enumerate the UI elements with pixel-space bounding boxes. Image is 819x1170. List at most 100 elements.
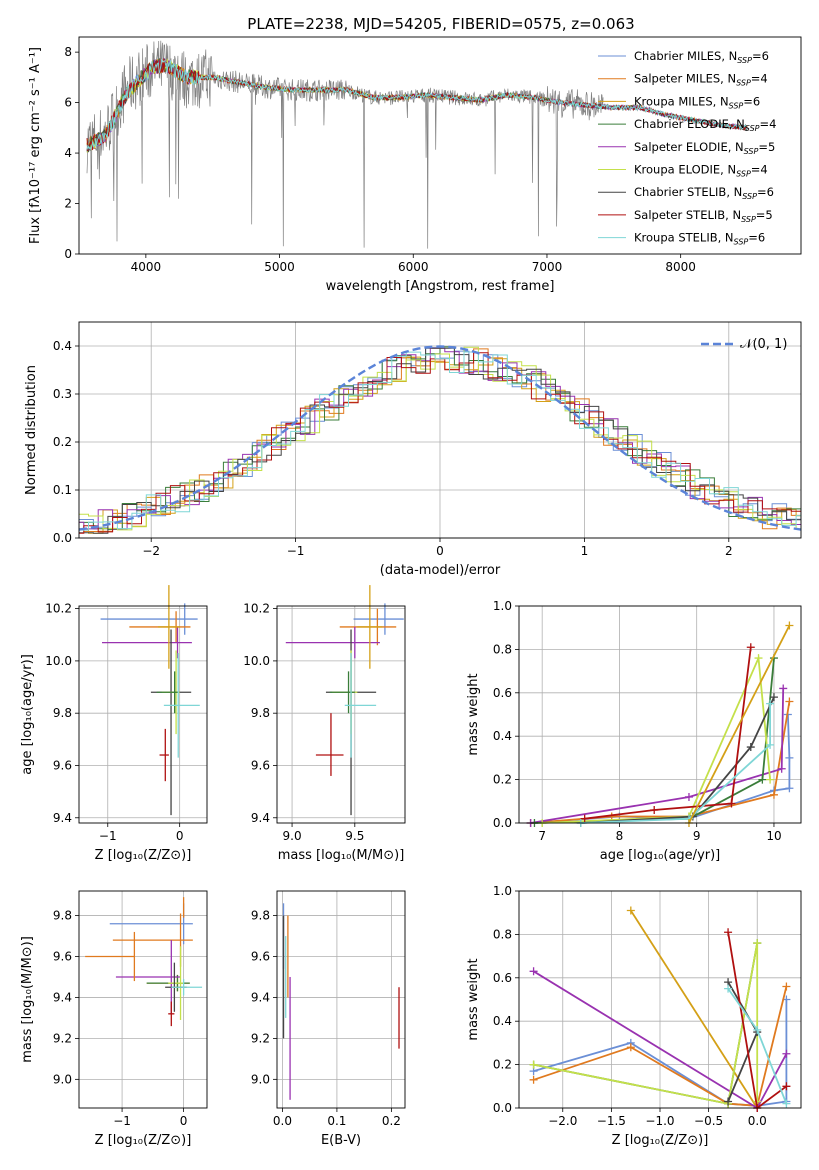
weight-marker [724,928,733,937]
y-tick-label: 0.4 [493,1014,512,1028]
y-tick-label: 0 [64,247,72,261]
legend-count: =6 [743,94,760,108]
y-tick-label: 0.2 [493,1058,512,1072]
x-tick-label: −0.5 [694,1114,723,1128]
y-axis-label: mass weight [466,958,481,1040]
weight-line [630,910,758,1109]
x-tick-label: −1.5 [597,1114,626,1128]
weight-marker [529,967,538,976]
weight-marker [746,743,755,752]
weight-line [580,696,775,824]
histogram-step-2 [79,356,801,534]
legend-subscript: SSP [742,192,757,201]
x-tick-label: 0.1 [327,1114,346,1128]
y-tick-label: 0.0 [53,531,72,545]
x-tick-label: 2 [725,544,733,558]
weight-marker [777,764,786,773]
x-tick-label: 7000 [532,260,563,274]
x-tick-label: 0.0 [748,1114,767,1128]
ebv_mass-panel: 0.0 0.1 0.2 9.0 9.2 9.4 9.6 9.8 E(B-V) [251,890,406,1148]
legend-label: Kroupa STELIB, NSSP=6 [634,231,765,247]
legend-label: Chabrier STELIB, NSSP=6 [634,185,774,201]
y-tick-label: 9.4 [53,811,72,825]
legend-label: Kroupa MILES, NSSP=6 [634,94,760,110]
weight-marker [769,693,778,702]
y-tick-label: 9.8 [251,706,270,720]
x-tick-label: 4000 [131,260,162,274]
weight-marker [782,982,791,991]
y-tick-label: 9.4 [251,990,270,1004]
x-tick-label: 0 [176,829,184,843]
axes-frame [276,605,406,824]
weight-marker [769,790,778,799]
y-tick-label: 9.8 [251,909,270,923]
y-tick-label: 9.6 [53,758,72,772]
mass_age-panel: 9.0 9.5 9.4 9.6 9.8 10.0 10.2 mass [log₁₀(M/M⊙)… [243,585,406,863]
x-tick-label: 8 [616,829,624,843]
weight-marker [782,1099,791,1108]
axes-frame [518,890,802,1109]
y-tick-label: 9.4 [251,811,270,825]
x-tick-label: 7 [538,829,546,843]
legend-count: =6 [748,231,765,245]
weight-line [580,703,771,824]
y-tick-label: 9.8 [53,909,72,923]
x-tick-label: −1.0 [645,1114,674,1128]
x-axis-label: mass [log₁₀(M/M⊙)] [278,848,405,863]
weight-marker [580,814,589,823]
weight-marker [650,805,659,814]
axes-frame [78,890,208,1109]
histogram-step-7 [79,352,801,534]
weight-marker [754,654,763,663]
x-tick-label: 6000 [398,260,429,274]
y-axis-label: Normed distribution [24,365,39,495]
weight-marker [782,1049,791,1058]
legend-label: 𝒩(0, 1) [740,337,787,352]
weight-marker [626,1043,635,1052]
legend-count: =6 [752,49,769,63]
weight-marker [626,906,635,915]
weight-marker [753,1025,762,1034]
weight-line [533,942,759,1105]
weight-line [533,942,759,1105]
weight-marker [782,1082,791,1091]
y-tick-label: 10.2 [45,602,72,616]
y-tick-label: 9.0 [53,1072,72,1086]
y-tick-label: 0.2 [493,773,512,787]
weight-marker [785,753,794,762]
y-axis-label: Flux [fλ10⁻¹⁷ erg cm⁻² s⁻¹ A⁻¹] [28,47,43,244]
x-tick-label: −2.0 [548,1114,577,1128]
legend-count: =4 [760,117,777,131]
y-tick-label: 9.6 [251,950,270,964]
weight-line [534,658,775,824]
weight-line [584,647,752,820]
y-tick-label: 0.0 [493,1101,512,1115]
legend-subscript: SSP [736,170,751,179]
weight-line [530,714,791,824]
legend-subscript: SSP [734,238,749,247]
y-tick-label: 9.8 [53,706,72,720]
x-tick-label: −1 [113,1114,131,1128]
x-tick-label: 9 [693,829,701,843]
y-tick-label: 0.1 [53,483,72,497]
x-axis-label: Z [log₁₀(Z/Z⊙)] [612,1133,709,1148]
legend-subscript: SSP [744,147,759,156]
x-tick-label: 1 [581,544,589,558]
weight-marker [785,621,794,630]
x-tick-label: 0 [180,1114,188,1128]
residuals-panel: −2 −1 0 1 2 0.0 0.1 0.2 0.3 0.4 (data-model)/error… [24,321,802,578]
y-tick-label: 0.2 [53,435,72,449]
weight-line [542,654,771,824]
x-axis-label: E(B-V) [321,1133,361,1148]
legend-count: =5 [758,140,775,154]
y-tick-label: 0.3 [53,387,72,401]
axes-frame [518,605,802,824]
y-tick-label: 10.2 [243,602,270,616]
weight-marker [727,799,736,808]
axes-frame [276,890,406,1109]
legend-subscript: SSP [737,56,752,65]
axes-frame [78,36,802,255]
legend-label: Salpeter MILES, NSSP=4 [634,72,768,88]
y-tick-label: 0.6 [493,686,512,700]
